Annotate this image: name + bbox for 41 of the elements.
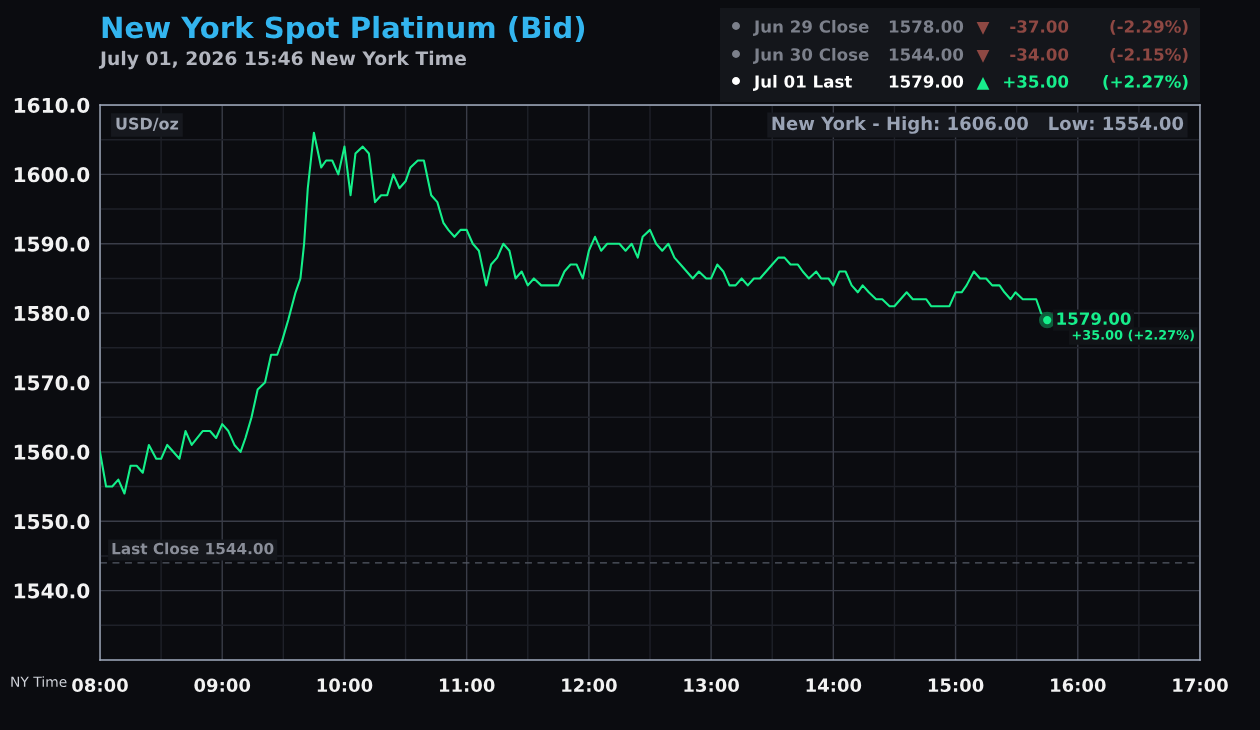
x-tick-label: 09:00 [194,678,251,693]
x-axis-title: NY Time [11,676,67,688]
text: Jul 01 Last [753,74,852,91]
x-tick-label: 12:00 [562,678,617,693]
x-tick-label: 13:00 [684,678,739,693]
text: (-2.15%) [1110,47,1188,63]
text: (+2.27%) [1103,74,1188,90]
x-tick-label: 14:00 [806,678,862,693]
text: 1578.00 [889,20,964,33]
y-axis-title: USD/oz [116,117,179,131]
y-tick-label: 1540.0 [14,583,90,599]
chart-subtitle: July 01, 2026 15:46 New York Time [98,50,466,70]
y-tick-label: 1610.0 [14,97,90,113]
ref-line-label: Last Close 1544.00 [112,542,274,555]
text: (-2.29%) [1110,19,1188,35]
y-tick-label: 1580.0 [14,305,90,322]
annotation: +35.00 (+2.27%) [1072,329,1194,342]
text: ▼ [976,21,990,35]
x-tick-label: 15:00 [928,678,984,693]
y-tick-label: 1550.0 [14,513,90,530]
x-tick-label: 16:00 [1051,678,1106,693]
text: -37.00 [1010,20,1069,33]
text: ▼ [976,49,990,63]
x-tick-label: 17:00 [1173,678,1228,693]
x-tick-label: 10:00 [317,678,373,693]
text: Jun 29 Close [753,19,869,36]
text: 1544.00 [889,48,964,61]
y-tick-label: 1560.0 [14,444,90,460]
chart-title: New York Spot Platinum (Bid) [102,15,585,45]
y-tick-label: 1570.0 [14,375,90,391]
x-tick-label: 11:00 [439,678,495,693]
x-tick-label: 08:00 [72,678,128,693]
y-tick-label: 1590.0 [14,236,90,252]
text: 1579.00 [889,75,964,88]
y-tick-label: 1600.0 [14,167,90,183]
text: +35.00 [1004,75,1069,88]
annotation: New York - High: 1606.00 Low: 1554.00 [772,116,1184,134]
text: Jun 30 Close [753,47,869,64]
text: -34.00 [1010,48,1069,61]
annotation: 1579.00 [1057,312,1131,325]
text: ▲ [976,76,990,90]
